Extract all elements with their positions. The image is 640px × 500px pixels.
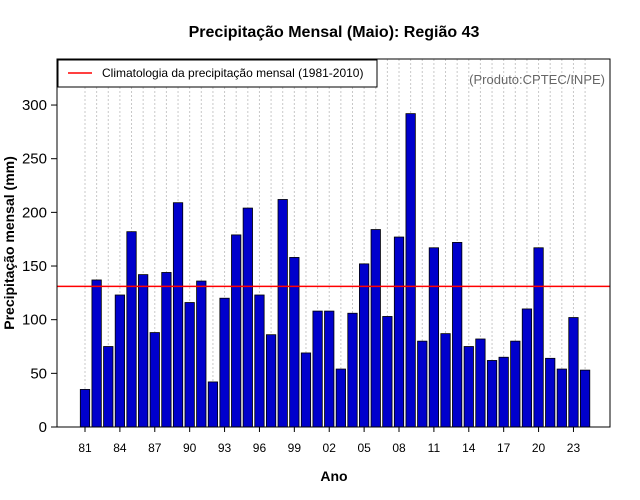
bar-1994 <box>231 234 242 428</box>
x-tick-label: 81 <box>78 441 92 455</box>
x-tick-label: 11 <box>428 441 441 455</box>
bar-1985 <box>126 231 137 428</box>
x-tick-label: 14 <box>462 441 476 455</box>
bar-2018 <box>510 340 521 428</box>
y-tick-label: 300 <box>22 97 47 114</box>
legend-label: Climatologia da precipitação mensal (198… <box>102 66 363 80</box>
bar-1987 <box>149 332 160 428</box>
bar-1997 <box>265 334 277 428</box>
bar-1992 <box>207 381 219 428</box>
bar-2009 <box>405 113 416 428</box>
y-tick-label: 50 <box>30 365 47 382</box>
y-tick-label: 150 <box>22 258 47 275</box>
x-tick-label: 96 <box>253 441 267 455</box>
bar-2022 <box>556 368 567 428</box>
bar-1989 <box>172 202 184 428</box>
y-tick-label: 100 <box>22 312 47 329</box>
bar-1984 <box>114 294 125 428</box>
bar-2007 <box>382 316 393 428</box>
bar-2004 <box>347 312 358 428</box>
bar-2015 <box>475 338 486 428</box>
bar-2005 <box>359 263 370 428</box>
x-tick-label: 05 <box>357 441 371 455</box>
bar-2014 <box>463 346 474 428</box>
bars <box>79 113 591 428</box>
bar-2011 <box>428 247 440 428</box>
bar-1986 <box>138 274 149 428</box>
bar-1991 <box>196 280 207 428</box>
x-tick-label: 99 <box>288 441 302 455</box>
bar-1993 <box>219 297 230 428</box>
bar-2008 <box>393 236 405 428</box>
y-axis-label: Precipitação mensal (mm) <box>1 156 17 330</box>
x-tick-label: 02 <box>323 441 337 455</box>
x-axis-label: Ano <box>320 468 347 484</box>
bar-2006 <box>370 229 381 428</box>
x-tick-label: 08 <box>392 441 406 455</box>
bar-2002 <box>324 310 335 428</box>
bar-2012 <box>440 333 451 428</box>
legend: Climatologia da precipitação mensal (198… <box>57 59 378 88</box>
bar-2023 <box>568 317 579 428</box>
x-tick-label: 90 <box>183 441 197 455</box>
bar-1983 <box>103 346 114 428</box>
x-tick-label: 23 <box>567 441 581 455</box>
x-tick-label: 93 <box>218 441 232 455</box>
y-tick-label: 250 <box>22 151 47 168</box>
x-axis: 81 84 87 90 93 96 99 02 05 08 11 14 17 20 23 <box>78 427 580 455</box>
y-tick-label: 200 <box>22 204 47 221</box>
bar-2019 <box>521 308 533 428</box>
bar-2024 <box>579 369 591 428</box>
x-tick-label: 87 <box>148 441 162 455</box>
plot-frame <box>56 58 611 428</box>
x-tick-label: 20 <box>532 441 546 455</box>
chart-title: Precipitação Mensal (Maio): Região 43 <box>189 24 480 41</box>
bar-2001 <box>312 310 323 428</box>
bar-1982 <box>91 279 102 428</box>
bar-2021 <box>545 357 556 428</box>
bar-1996 <box>254 294 265 428</box>
bar-1981 <box>79 389 91 428</box>
y-axis: 0 50 100 150 200 250 300 <box>22 97 57 436</box>
bar-2000 <box>300 352 312 428</box>
x-tick-label: 84 <box>113 441 127 455</box>
bar-2016 <box>486 360 498 428</box>
bar-1999 <box>289 257 300 428</box>
bar-1988 <box>161 272 172 428</box>
bar-1990 <box>184 302 195 428</box>
y-tick-label: 0 <box>39 419 47 436</box>
bar-1995 <box>242 207 253 428</box>
bar-2017 <box>498 356 509 428</box>
product-credit: (Produto:CPTEC/INPE) <box>469 72 605 87</box>
x-tick-label: 17 <box>497 441 511 455</box>
grid-lines <box>84 59 586 427</box>
bar-1998 <box>277 199 288 428</box>
bar-2020 <box>533 247 544 428</box>
legend-box <box>57 59 378 88</box>
bar-2003 <box>335 368 346 428</box>
bar-2013 <box>452 242 463 428</box>
bar-2010 <box>417 340 428 428</box>
